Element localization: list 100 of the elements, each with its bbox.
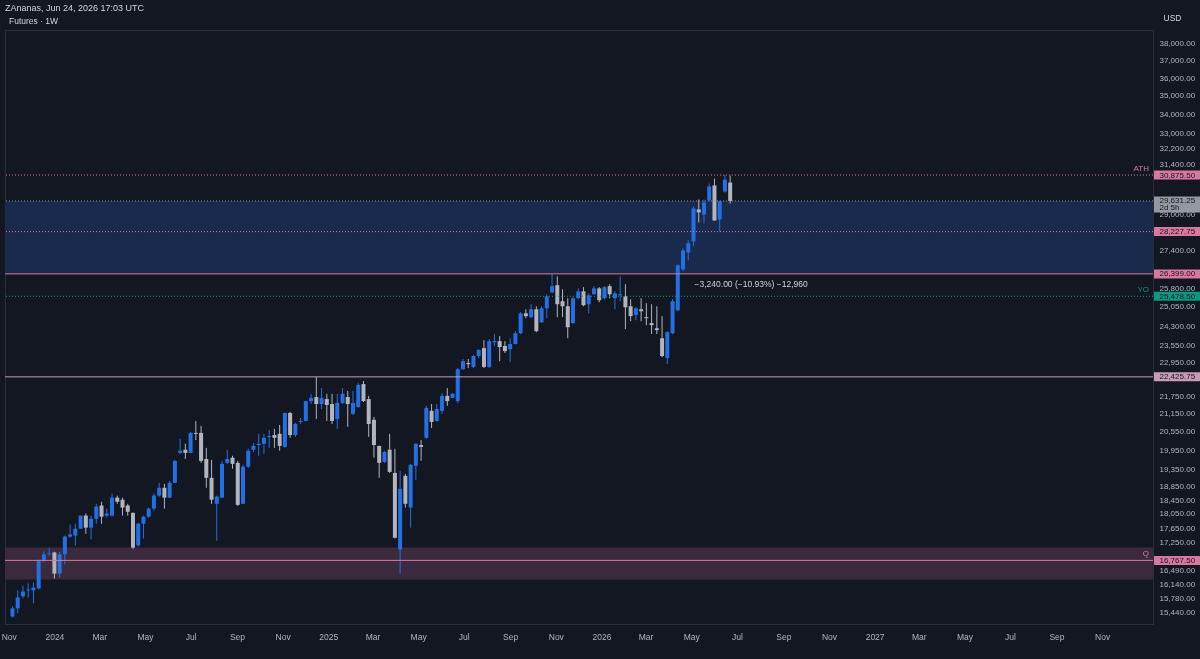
y-tick-label: 22,950.00 [1159,357,1196,367]
candlestick [660,315,665,358]
chart-title: Futures · 1W [9,16,59,26]
candlestick [644,302,649,326]
x-tick-label: May [137,631,155,642]
y-tick-label: 17,650.00 [1159,523,1196,533]
candlestick [696,199,701,223]
x-tick-label: Nov [275,631,292,642]
y-tick-label: 16,140.00 [1159,579,1196,589]
y-tick-label: 20,550.00 [1159,427,1196,437]
y-tick-label: 30,875.50 [1159,170,1196,180]
x-tick-label: Jul [458,631,470,642]
candlestick [560,288,565,318]
candlestick [277,424,282,452]
y-tick-label: 15,440.00 [1159,607,1196,617]
candlestick [728,175,733,205]
candlestick [654,305,659,335]
y-tick-label: 17,250.00 [1159,537,1196,547]
candlestick [639,297,644,322]
x-tick-label: Mar [638,631,654,642]
candlestick [701,199,706,224]
candlestick [481,339,486,369]
y-tick-label: 22,425.75 [1159,372,1196,382]
y-tick-label: 18,050.00 [1159,509,1196,519]
candlestick [314,376,319,420]
candlestick [57,551,62,578]
y-tick-label: 29,000.00 [1159,210,1196,220]
candlestick [62,535,67,565]
x-tick-label: 2027 [865,631,885,642]
candlestick [377,445,382,479]
candlestick [141,515,146,539]
y-tick-label: 16,767.50 [1159,555,1196,565]
y-tick-label: 28,227.75 [1159,227,1196,237]
y-tick-label: 35,000.00 [1159,91,1196,101]
candlestick [586,292,591,314]
y-tick-label: 38,000.00 [1159,39,1196,49]
y-tick-label: 19,950.00 [1159,446,1196,456]
candlestick [623,283,628,330]
candlestick [345,390,350,428]
candlestick [309,393,314,405]
x-tick-label: Mar [92,631,108,642]
candlestick [518,311,523,335]
y-tick-label: 29,631.25 2d 5h [1159,196,1196,213]
candlestick [649,303,654,335]
candlestick [94,503,99,525]
x-tick-label: May [683,631,701,642]
x-tick-label: Sep [503,631,519,642]
y-tick-label: 16,490.00 [1159,566,1196,576]
y-tick-label: 25,050.00 [1159,302,1196,312]
y-tick-label: 18,850.00 [1159,481,1196,491]
x-tick-label: 2025 [319,631,339,642]
candlestick [633,306,638,321]
ref-line-label: YO [1137,285,1149,295]
y-tick-label: 34,000.00 [1159,109,1196,119]
band-label: −3,240.00 (−10.93%) −12,960 [694,279,808,290]
y-tick-label: 32,200.00 [1159,144,1196,153]
candlestick [717,200,722,233]
candlestick [544,293,549,319]
y-tick-label: 15,780.00 [1159,594,1196,604]
candlestick [361,380,366,403]
candlestick [419,439,424,462]
x-tick-label: Jul [185,631,197,642]
candlestick [288,411,293,439]
candlestick [565,297,570,339]
y-tick-label: 27,400.00 [1159,245,1196,255]
x-tick-label: Mar [911,631,927,642]
candlestick [68,523,73,539]
candlestick [246,448,251,469]
y-tick-label: 31,400.00 [1159,159,1196,169]
candlestick [99,501,104,525]
candlestick [267,429,272,449]
candlestick [272,428,277,449]
y-tick-label: 25,478.50 [1159,291,1196,301]
y-tick-label: 21,150.00 [1159,409,1196,419]
candlestick [136,522,141,548]
candlestick [581,286,586,307]
x-tick-label: 2026 [592,631,612,642]
y-tick-label: 24,300.00 [1159,321,1196,331]
y-tick-label: 21,750.00 [1159,391,1196,401]
candlestick [628,298,633,322]
x-tick-label: Jul [1005,631,1017,642]
y-tick-label: 26,399.00 [1159,269,1196,279]
y-tick-label: 19,350.00 [1159,465,1196,475]
candlestick [209,459,214,505]
candlestick [335,393,340,430]
candlestick [15,589,20,614]
x-tick-label: Nov [1095,631,1111,642]
x-tick-label: Nov [821,631,838,642]
x-tick-label: Sep [1049,631,1065,642]
x-tick-label: Sep [776,631,792,642]
x-tick-label: Sep [229,631,246,642]
y-tick-label: 33,000.00 [1159,128,1196,138]
x-tick-label: May [956,631,974,642]
candlestick [387,433,392,474]
ref-line-label: ATH [1133,164,1150,174]
x-tick-label: 2024 [45,631,65,642]
y-tick-label: 25,800.00 [1159,283,1196,293]
candlestick [429,403,434,429]
x-tick-label: Nov [1,631,18,642]
text: ZAnanas, Jun 24, 2026 17:03 UTC [5,3,145,13]
